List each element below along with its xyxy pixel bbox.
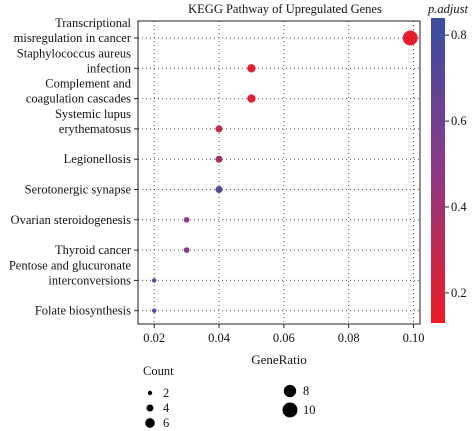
plot-frame (137, 20, 421, 325)
data-point-8 (152, 278, 157, 283)
x-tick-label-2: 0.06 (273, 331, 295, 345)
x-axis-ticks: 0.02 0.04 0.06 0.08 0.10 (143, 324, 424, 345)
color-legend-tick-label-1: 0.6 (451, 114, 467, 128)
x-tick-label-4: 0.10 (403, 331, 425, 345)
x-axis-title: GeneRatio (251, 352, 307, 367)
data-point-3 (215, 125, 223, 133)
data-point-5 (215, 185, 223, 194)
size-legend-dot-1 (146, 404, 154, 412)
category-label-4: Legionellosis (64, 152, 131, 166)
color-legend-tick-label-2: 0.4 (451, 200, 467, 214)
size-legend-label-0: 2 (163, 386, 169, 400)
category-label-8-line-1: interconversions (48, 273, 131, 287)
data-point-9 (152, 308, 157, 313)
size-legend-title: Count (143, 364, 174, 378)
color-legend-tick-label-3: 0.2 (451, 286, 467, 300)
size-legend-dot-3 (283, 384, 297, 398)
size-legend-items: 246 8 10 (145, 384, 316, 430)
data-points (152, 30, 418, 313)
size-legend-dot-0 (147, 390, 153, 396)
size-legend-label-4: 10 (303, 403, 316, 417)
chart-title: KEGG Pathway of Upregulated Genes (188, 2, 382, 16)
category-label-3-line-1: erythematosus (59, 122, 131, 136)
size-legend: Count 246 8 10 (143, 364, 316, 430)
category-label-3-line-0: Systemic lupus (55, 107, 131, 121)
data-point-7 (183, 247, 190, 253)
x-tick-label-1: 0.04 (208, 331, 231, 345)
size-legend-dot-2 (145, 418, 155, 428)
size-legend-dot-4 (282, 402, 298, 418)
grid (138, 21, 420, 324)
x-tick-label-0: 0.02 (143, 331, 165, 345)
category-label-6: Ovarian steroidogenesis (11, 213, 132, 227)
size-legend-label-1: 4 (163, 401, 170, 415)
category-label-5: Serotonergic synapse (25, 183, 132, 197)
color-legend-tick-label-0: 0.8 (451, 28, 467, 42)
size-legend-label-2: 6 (163, 416, 169, 430)
category-label-0-line-0: Transcriptional (55, 16, 131, 30)
category-label-2-line-0: Complement and (45, 77, 131, 91)
color-legend-title: p.adjust (427, 2, 468, 16)
x-tick-label-3: 0.08 (338, 331, 360, 345)
data-point-1 (247, 64, 256, 73)
data-point-6 (183, 216, 190, 223)
category-label-7: Thyroid cancer (55, 243, 132, 257)
size-legend-label-3: 8 (303, 384, 309, 398)
category-label-1-line-0: Staphylococcus aureus (17, 46, 131, 60)
category-label-2-line-1: coagulation cascades (26, 92, 131, 106)
color-legend-bar (431, 18, 445, 323)
category-label-0-line-1: misregulation in cancer (14, 31, 132, 45)
color-legend-ticks: 0.8 0.6 0.4 0.2 (445, 28, 467, 300)
category-label-8-line-0: Pentose and glucuronate (9, 258, 132, 272)
data-point-2 (247, 94, 256, 103)
data-point-4 (215, 155, 223, 163)
category-label-1-line-1: infection (87, 61, 132, 75)
color-legend: p.adjust 0.8 0.6 0.4 0.2 (427, 2, 468, 323)
data-point-0 (402, 30, 418, 46)
category-label-9: Folate biosynthesis (35, 304, 131, 318)
